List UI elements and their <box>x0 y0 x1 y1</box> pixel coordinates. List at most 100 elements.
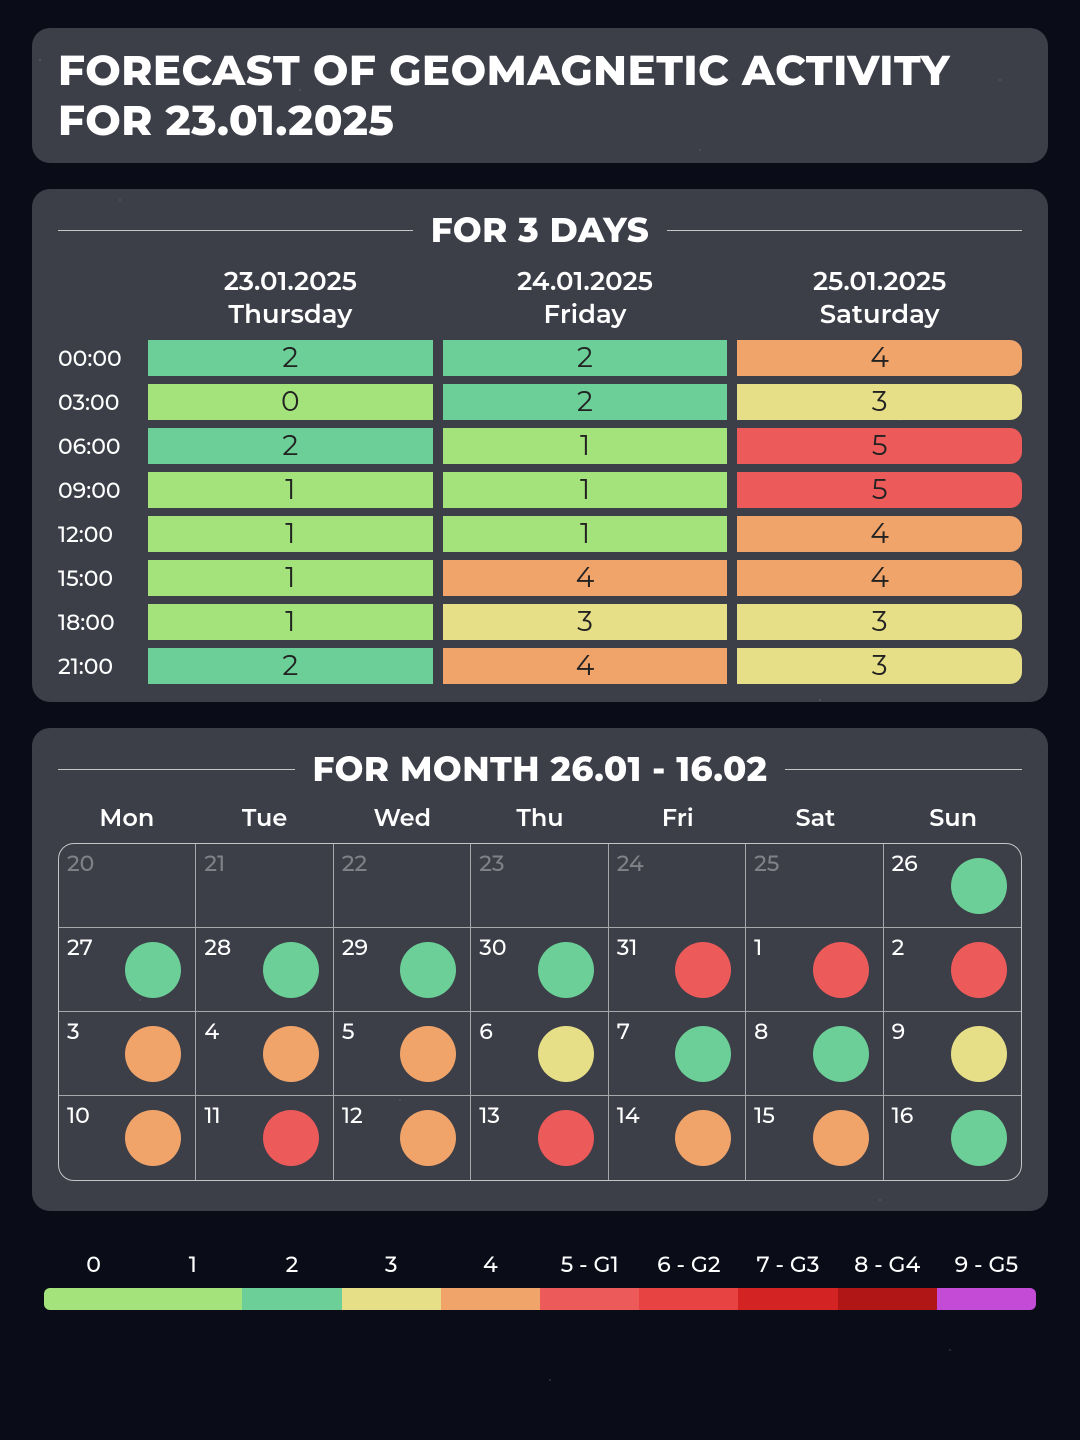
time-label: 00:00 <box>58 345 138 372</box>
kp-dot <box>538 1110 594 1166</box>
time-label: 06:00 <box>58 433 138 460</box>
kp-cell: 4 <box>443 560 728 596</box>
kp-dot <box>813 1026 869 1082</box>
weekday-label: Sun <box>884 804 1022 833</box>
kp-dot <box>538 942 594 998</box>
legend-swatch <box>540 1288 639 1310</box>
day-number: 22 <box>342 850 462 877</box>
title-panel: FORECAST OF GEOMAGNETIC ACTIVITY FOR 23.… <box>32 28 1048 163</box>
kp-dot <box>675 942 731 998</box>
day-number: 20 <box>67 850 187 877</box>
kp-cell: 1 <box>443 428 728 464</box>
kp-dot <box>400 942 456 998</box>
three-day-row: 18:00133 <box>58 604 1022 640</box>
page-title: FORECAST OF GEOMAGNETIC ACTIVITY FOR 23.… <box>58 46 1022 145</box>
kp-dot <box>125 1026 181 1082</box>
legend-label: 7 - G3 <box>738 1251 837 1278</box>
kp-cell: 4 <box>443 648 728 684</box>
kp-cell: 3 <box>737 384 1022 420</box>
calendar-day: 5 <box>334 1012 471 1096</box>
three-day-panel: FOR 3 DAYS 23.01.2025Thursday24.01.2025F… <box>32 189 1048 702</box>
calendar-day: 25 <box>746 844 883 928</box>
calendar-day: 30 <box>471 928 608 1012</box>
weekday-label: Tue <box>196 804 334 833</box>
calendar-day: 24 <box>609 844 746 928</box>
calendar-day: 23 <box>471 844 608 928</box>
kp-cell: 2 <box>148 340 433 376</box>
kp-cell: 1 <box>148 560 433 596</box>
col-header-weekday: Thursday <box>148 298 433 331</box>
three-day-row: 15:00144 <box>58 560 1022 596</box>
kp-dot <box>813 1110 869 1166</box>
time-label: 03:00 <box>58 389 138 416</box>
calendar-day: 3 <box>59 1012 196 1096</box>
kp-dot <box>263 942 319 998</box>
month-panel: FOR MONTH 26.01 - 16.02 MonTueWedThuFriS… <box>32 728 1048 1211</box>
calendar-day: 7 <box>609 1012 746 1096</box>
kp-cell: 2 <box>148 648 433 684</box>
calendar-day: 2 <box>884 928 1021 1012</box>
kp-cell: 1 <box>148 516 433 552</box>
calendar-day: 21 <box>196 844 333 928</box>
kp-dot <box>400 1026 456 1082</box>
three-day-col-header: 23.01.2025Thursday <box>148 265 433 330</box>
legend-label: 8 - G4 <box>838 1251 937 1278</box>
weekday-label: Thu <box>471 804 609 833</box>
kp-dot <box>263 1110 319 1166</box>
kp-cell: 1 <box>443 472 728 508</box>
col-header-date: 24.01.2025 <box>443 265 728 298</box>
calendar-day: 15 <box>746 1096 883 1180</box>
kp-dot <box>400 1110 456 1166</box>
three-day-rows: 00:0022403:0002306:0021509:0011512:00114… <box>58 340 1022 684</box>
legend-label: 9 - G5 <box>937 1251 1036 1278</box>
calendar-day: 4 <box>196 1012 333 1096</box>
day-number: 25 <box>754 850 874 877</box>
kp-dot <box>813 942 869 998</box>
weekday-label: Fri <box>609 804 747 833</box>
three-day-row: 21:00243 <box>58 648 1022 684</box>
three-day-title: FOR 3 DAYS <box>58 209 1022 251</box>
kp-cell: 2 <box>443 384 728 420</box>
calendar-day: 9 <box>884 1012 1021 1096</box>
kp-dot <box>951 858 1007 914</box>
day-number: 21 <box>204 850 324 877</box>
legend-swatch <box>639 1288 738 1310</box>
legend-label: 3 <box>342 1251 441 1278</box>
legend-color-bar <box>44 1288 1036 1310</box>
day-number: 23 <box>479 850 599 877</box>
kp-cell: 1 <box>148 604 433 640</box>
kp-cell: 4 <box>737 340 1022 376</box>
day-number: 24 <box>617 850 737 877</box>
legend: 012345 - G16 - G27 - G38 - G49 - G5 <box>44 1251 1036 1310</box>
legend-swatch <box>441 1288 540 1310</box>
month-weekday-headers: MonTueWedThuFriSatSun <box>58 804 1022 833</box>
calendar-day: 26 <box>884 844 1021 928</box>
legend-swatch <box>342 1288 441 1310</box>
legend-label: 2 <box>242 1251 341 1278</box>
kp-cell: 1 <box>148 472 433 508</box>
calendar-day: 20 <box>59 844 196 928</box>
kp-dot <box>263 1026 319 1082</box>
calendar-day: 16 <box>884 1096 1021 1180</box>
time-label: 21:00 <box>58 653 138 680</box>
col-header-date: 25.01.2025 <box>737 265 1022 298</box>
calendar-day: 14 <box>609 1096 746 1180</box>
kp-dot <box>125 1110 181 1166</box>
legend-swatch <box>44 1288 143 1310</box>
kp-dot <box>675 1110 731 1166</box>
legend-label: 4 <box>441 1251 540 1278</box>
kp-cell: 0 <box>148 384 433 420</box>
kp-cell: 3 <box>737 604 1022 640</box>
three-day-row: 06:00215 <box>58 428 1022 464</box>
legend-swatch <box>937 1288 1036 1310</box>
kp-dot <box>125 942 181 998</box>
legend-label: 1 <box>143 1251 242 1278</box>
calendar-day: 22 <box>334 844 471 928</box>
weekday-label: Sat <box>747 804 885 833</box>
time-label: 09:00 <box>58 477 138 504</box>
kp-dot <box>675 1026 731 1082</box>
kp-cell: 5 <box>737 428 1022 464</box>
time-label: 15:00 <box>58 565 138 592</box>
three-day-col-header: 25.01.2025Saturday <box>737 265 1022 330</box>
kp-cell: 1 <box>443 516 728 552</box>
